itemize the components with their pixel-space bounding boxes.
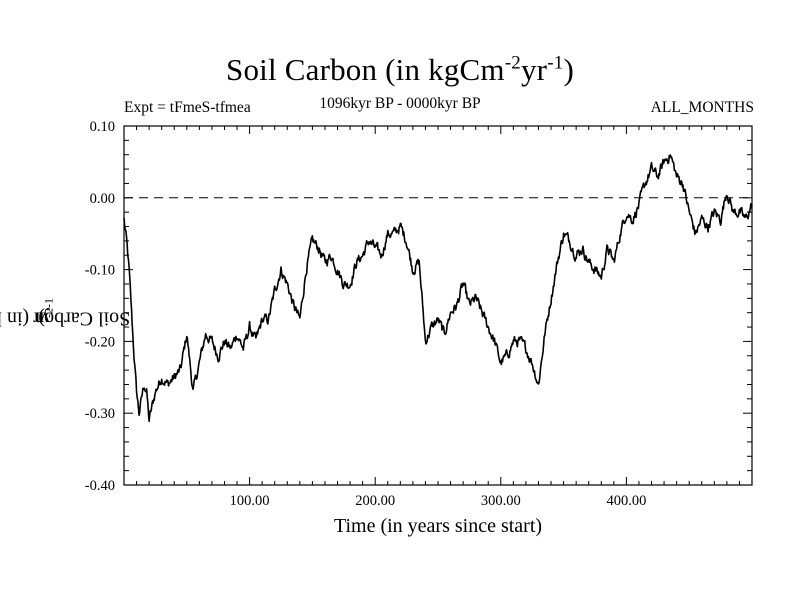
x-axis-label: Time (in years since start) [333, 515, 543, 537]
x-tick-label: 300.00 [481, 493, 521, 509]
y-tick-label: -0.30 [85, 406, 115, 422]
months-label: ALL_MONTHS [650, 99, 754, 116]
y-tick-label: -0.40 [85, 478, 115, 494]
x-tick-label: 400.00 [606, 493, 646, 509]
x-tick-label: 100.00 [230, 493, 270, 509]
y-tick-label: -0.20 [85, 334, 115, 350]
major-ticks [124, 125, 752, 486]
period-label: 1096kyr BP - 0000kyr BP [319, 95, 481, 112]
plot-frame [123, 125, 753, 486]
y-tick-label: 0.00 [90, 191, 115, 207]
soil-carbon-series-line [123, 154, 753, 423]
experiment-label: Expt = tFmeS-tfmea [124, 99, 251, 116]
minor-ticks [124, 126, 752, 485]
tick-labels: 100.00 200.00 300.00 400.00 -0.40 -0.30 -0.20 -… [85, 119, 647, 509]
y-tick-label: -0.10 [85, 263, 115, 279]
x-tick-label: 200.00 [355, 493, 395, 509]
chart-title: Soil Carbon (in kgCm-2yr-1) [226, 52, 574, 87]
y-tick-label: 0.10 [90, 119, 115, 135]
